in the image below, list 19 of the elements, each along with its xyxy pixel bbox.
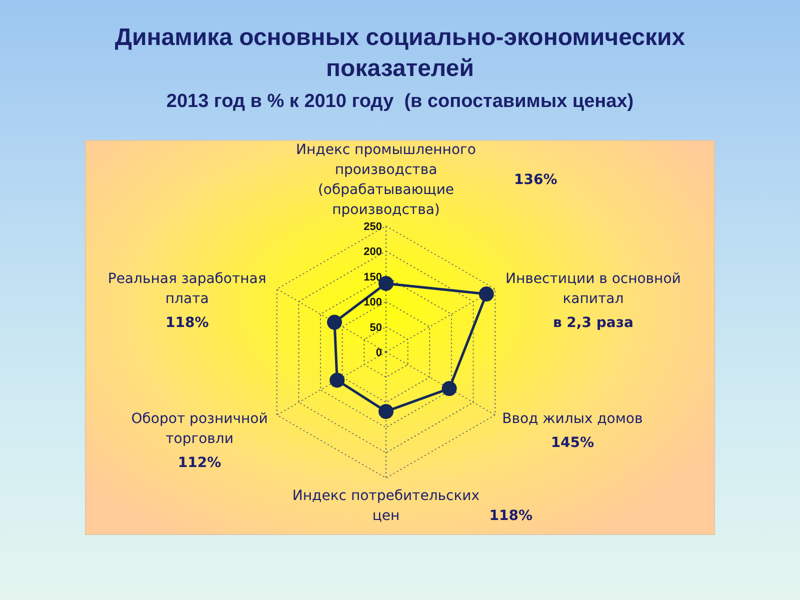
y-tick-label: 0 (376, 347, 382, 359)
text: в 2,3 раза (552, 315, 634, 331)
text: 145% (550, 435, 594, 451)
spoke-label: Реальная заработная плата (108, 271, 266, 307)
y-tick-label: 150 (364, 271, 382, 284)
spoke-label: Индекс потребительских цен (292, 488, 480, 524)
y-tick-label: 100 (364, 296, 382, 309)
text: 118% (165, 315, 209, 331)
chart-subtitle: 2013 год в % к 2010 году (в сопоставимых ценах) (165, 90, 635, 114)
y-tick-label: 250 (364, 221, 382, 233)
text: 118% (489, 508, 533, 524)
chart-title: Динамика основных социально-экономических показателей (114, 23, 686, 84)
y-tick-label: 200 (364, 246, 382, 258)
y-tick-label: 50 (370, 322, 382, 334)
spoke-label: Ввод жилых домов (502, 411, 643, 427)
spoke-label: Оборот розничной торговли (131, 411, 268, 447)
text: 112% (178, 455, 222, 471)
spoke-label: Индекс промышленного производства (обрабатывающие производства) (296, 142, 476, 218)
text: 136% (514, 172, 558, 188)
